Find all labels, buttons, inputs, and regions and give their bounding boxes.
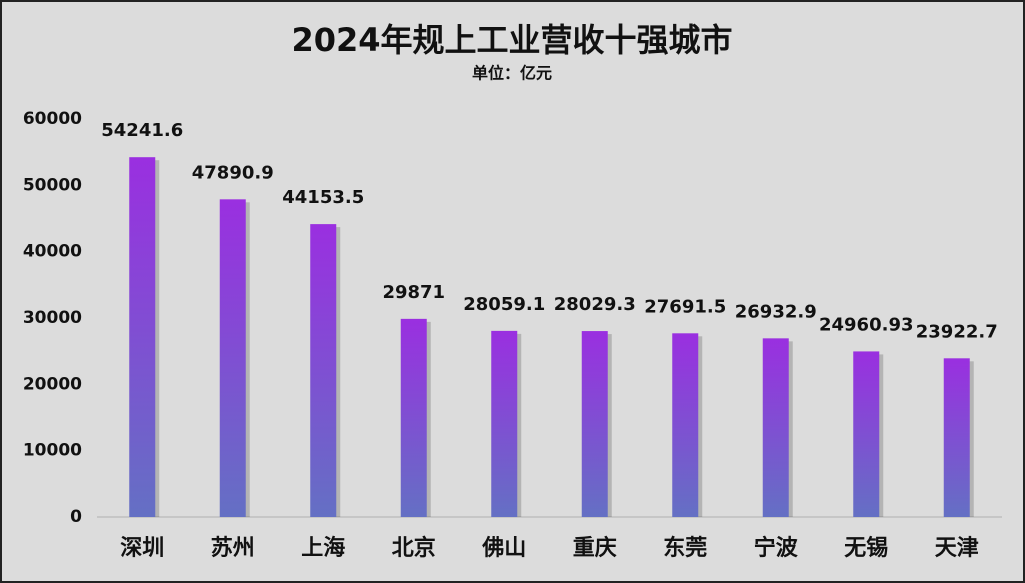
x-tick-label: 北京: [392, 535, 436, 561]
y-tick-label: 30000: [23, 308, 82, 328]
bar: [581, 331, 608, 517]
bar: [762, 338, 789, 517]
bar: [853, 351, 880, 517]
bar: [310, 224, 337, 517]
y-tick-label: 60000: [23, 109, 82, 129]
x-tick-label: 宁波: [754, 535, 799, 561]
value-label: 44153.5: [282, 187, 364, 208]
x-tick-label: 无锡: [844, 536, 888, 561]
x-tick-label: 上海: [301, 535, 345, 561]
bar: [400, 318, 427, 517]
y-tick-label: 50000: [23, 175, 82, 195]
value-label: 24960.93: [819, 314, 914, 335]
chart-title: 2024年规上工业营收十强城市: [291, 21, 732, 59]
x-tick-label: 佛山: [481, 536, 526, 561]
x-tick-label: 深圳: [120, 536, 164, 561]
value-label: 26932.9: [735, 301, 817, 322]
value-label: 29871: [382, 282, 445, 303]
x-tick-label: 重庆: [573, 535, 617, 561]
x-tick-label: 东莞: [663, 535, 707, 561]
y-tick-label: 20000: [23, 374, 82, 394]
bar: [943, 358, 970, 517]
bar: [129, 157, 156, 517]
value-label: 47890.9: [192, 162, 274, 183]
value-label: 54241.6: [101, 120, 183, 141]
x-tick-label: 天津: [935, 535, 979, 561]
x-tick-label: 苏州: [211, 535, 255, 561]
value-label: 27691.5: [644, 296, 726, 317]
bar: [672, 333, 699, 517]
bar: [219, 199, 246, 517]
bar: [491, 330, 518, 517]
y-tick-label: 40000: [23, 242, 82, 262]
y-tick-label: 0: [70, 507, 82, 527]
chart-subtitle: 单位：亿元: [472, 64, 552, 83]
y-tick-label: 10000: [23, 441, 82, 461]
value-label: 28029.3: [554, 294, 636, 315]
value-label: 23922.7: [916, 321, 998, 342]
value-label: 28059.1: [463, 294, 545, 315]
